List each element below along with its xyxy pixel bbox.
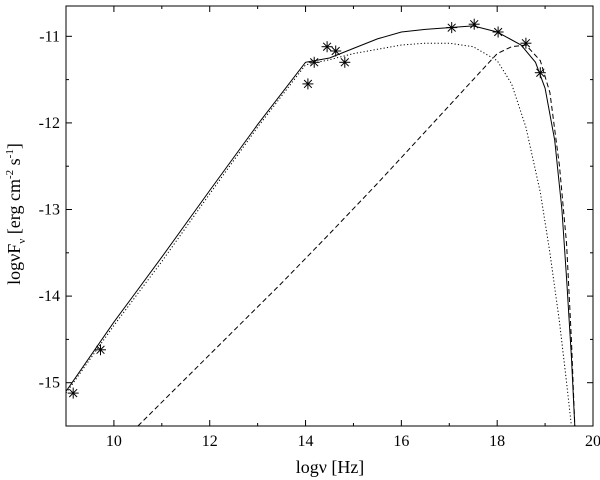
data-point — [302, 78, 314, 90]
x-tick-label: 12 — [202, 433, 218, 450]
data-point — [321, 41, 333, 53]
y-tick-label: -13 — [39, 202, 60, 219]
series-line-dashed — [137, 44, 576, 426]
y-title-unit-right: ] — [4, 143, 24, 149]
data-point — [67, 387, 79, 399]
y-title-unit-left: [erg cm — [4, 179, 24, 234]
y-title-sub: ν — [16, 239, 28, 244]
y-tick-label: -11 — [39, 28, 60, 45]
x-axis: 10 12 14 16 18 20 — [65, 6, 600, 450]
data-point — [520, 37, 532, 49]
svg-text:logνFν [erg cm-2 s-1]: logνFν [erg cm-2 s-1] — [4, 143, 28, 285]
series-line-solid — [66, 25, 576, 426]
y-tick-label: -15 — [39, 375, 60, 392]
plot-frame — [65, 5, 594, 427]
x-tick-label: 10 — [106, 433, 122, 450]
data-point — [95, 344, 106, 356]
data-point — [308, 56, 320, 68]
data-point — [330, 45, 342, 57]
x-tick-label: 20 — [585, 433, 600, 450]
y-tick-label: -14 — [39, 288, 60, 305]
x-tick-label: 16 — [393, 433, 409, 450]
y-title-unit-mid: s — [4, 158, 24, 165]
data-point — [468, 18, 480, 30]
y-title-unit-exp1: -2 — [4, 170, 16, 179]
x-tick-label: 14 — [298, 433, 314, 450]
y-axis: -15 -14 -13 -12 -11 — [39, 28, 593, 427]
data-point — [446, 22, 458, 34]
y-axis-title: logνFν [erg cm-2 s-1] — [4, 143, 28, 285]
x-tick-label: 18 — [489, 433, 505, 450]
plot-content — [66, 25, 576, 426]
y-title-unit-exp2: -1 — [4, 149, 16, 158]
y-title-main: logνF — [4, 244, 24, 285]
data-point — [534, 67, 546, 79]
data-point — [339, 56, 351, 68]
series-line-dotted — [66, 42, 572, 426]
data-point — [492, 26, 504, 38]
x-axis-title: logν [Hz] — [296, 457, 365, 477]
y-tick-label: -12 — [39, 115, 60, 132]
